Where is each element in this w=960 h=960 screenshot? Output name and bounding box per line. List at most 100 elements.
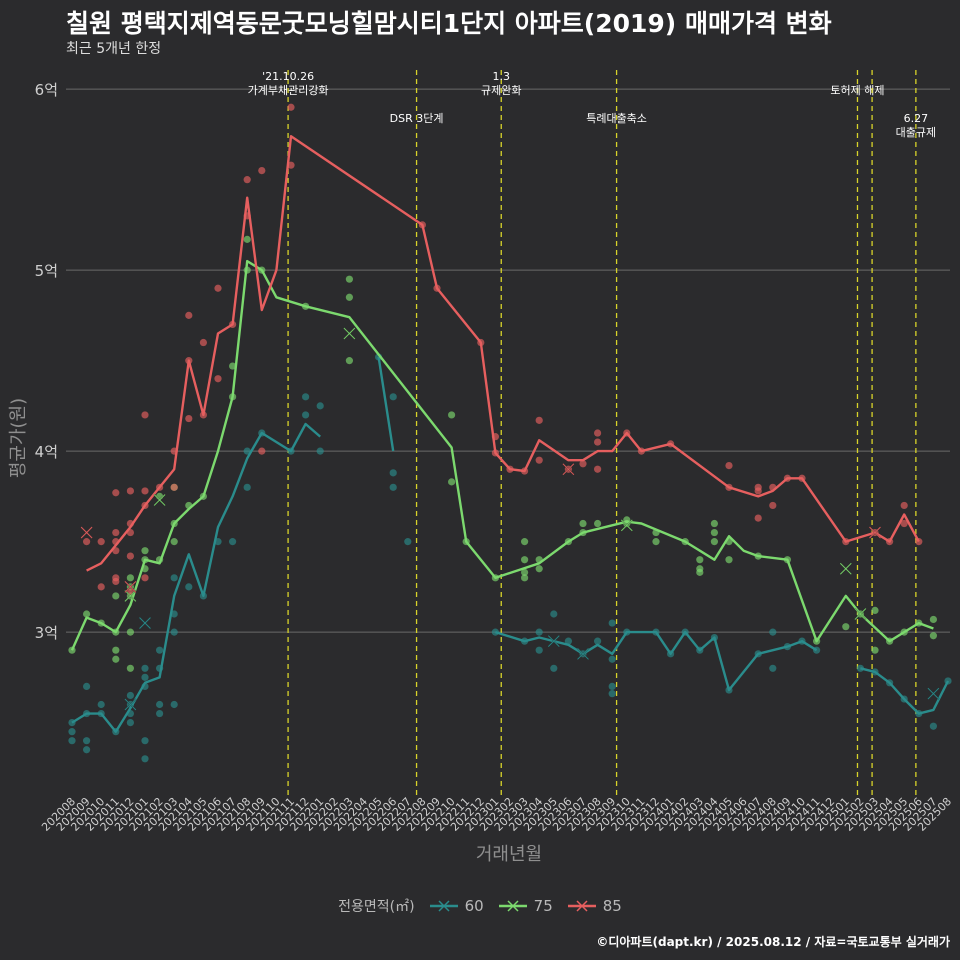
legend-swatch-75 xyxy=(498,900,527,912)
data-point-60 xyxy=(126,691,134,700)
x-axis-label: 거래년월 xyxy=(476,844,542,865)
data-point-75 xyxy=(83,610,91,618)
data-point-60 xyxy=(229,538,237,546)
data-point-60 xyxy=(170,628,178,636)
cross-marker-75 xyxy=(124,589,137,602)
cross-stroke xyxy=(343,327,356,340)
data-point-75 xyxy=(579,519,587,528)
data-point-85 xyxy=(83,538,91,546)
event-label: 1.3 규제완화 xyxy=(481,70,521,97)
series-line-60 xyxy=(860,667,950,715)
cross-stroke xyxy=(927,687,940,700)
data-point-85 xyxy=(126,552,134,560)
data-point-85 xyxy=(97,583,105,591)
data-point-60 xyxy=(156,700,164,709)
data-point-85 xyxy=(141,487,149,495)
data-point-85 xyxy=(725,462,733,470)
data-point-60 xyxy=(564,637,573,645)
x-tick-labels: 2020082020092020102020112020122021012021… xyxy=(39,795,954,834)
data-point-75 xyxy=(710,519,719,528)
data-point-75 xyxy=(710,538,719,546)
data-point-60 xyxy=(156,709,164,718)
cross-marker-75 xyxy=(620,519,633,532)
data-point-85 xyxy=(214,284,222,292)
event-label: DSR 3단계 xyxy=(390,112,444,125)
scatter-points xyxy=(68,103,952,763)
data-point-60 xyxy=(97,700,105,709)
cross-marker-85 xyxy=(80,526,93,539)
y-tick-label: 3억 xyxy=(35,624,58,642)
data-point-60 xyxy=(608,690,616,698)
cross-stroke xyxy=(577,647,589,660)
cross-marker-60 xyxy=(577,647,589,660)
chart-title: 칠원 평택지제역동문굿모닝힐맘시티1단지 아파트(2019) 매매가격 변화 xyxy=(66,9,832,38)
series-line-75 xyxy=(70,259,934,651)
data-point-60 xyxy=(550,664,558,672)
data-point-60 xyxy=(389,393,397,401)
data-point-85 xyxy=(126,487,134,495)
legend-label-85: 85 xyxy=(602,897,622,915)
data-point-75 xyxy=(521,574,529,582)
data-point-85 xyxy=(258,166,266,175)
data-point-75 xyxy=(126,628,134,636)
data-point-85 xyxy=(579,460,587,468)
data-point-75 xyxy=(126,664,134,672)
data-point-75 xyxy=(521,538,529,546)
cross-marker-60 xyxy=(124,698,137,711)
data-point-60 xyxy=(550,610,558,618)
cross-marker-75 xyxy=(854,608,867,621)
cross-stroke xyxy=(124,580,137,593)
event-label: 6.27 대출규제 xyxy=(896,112,936,139)
data-point-60 xyxy=(170,574,178,582)
cross-stroke xyxy=(124,698,137,711)
series-line-60 xyxy=(495,630,818,692)
cross-stroke xyxy=(80,526,93,539)
data-point-60 xyxy=(316,402,324,410)
data-point-60 xyxy=(929,722,938,730)
data-point-85 xyxy=(170,483,178,491)
data-point-60 xyxy=(83,737,91,745)
data-point-60 xyxy=(535,646,543,654)
cross-marker-60 xyxy=(547,635,560,648)
series-line-60 xyxy=(71,422,321,733)
data-point-60 xyxy=(68,728,76,736)
data-point-60 xyxy=(83,682,91,691)
data-point-85 xyxy=(594,429,602,437)
data-point-60 xyxy=(316,447,324,455)
data-point-85 xyxy=(900,519,908,528)
data-point-60 xyxy=(769,664,777,672)
cross-marker-85 xyxy=(869,526,881,539)
data-point-75 xyxy=(652,538,660,546)
data-point-60 xyxy=(302,411,310,419)
data-point-85 xyxy=(535,456,543,464)
cross-marker-60 xyxy=(927,687,940,700)
cross-stroke xyxy=(562,463,575,476)
data-point-60 xyxy=(170,700,178,709)
cross-marker-60 xyxy=(139,617,151,630)
data-point-60 xyxy=(156,646,164,654)
data-point-60 xyxy=(389,483,397,491)
data-point-75 xyxy=(594,519,602,528)
y-tick-labels: 3억 4억 5억 6억 xyxy=(35,81,58,642)
data-point-75 xyxy=(521,568,529,576)
data-point-75 xyxy=(345,357,353,365)
data-point-85 xyxy=(141,574,149,582)
data-point-85 xyxy=(199,338,207,347)
cross-marker-75 xyxy=(839,562,852,575)
data-point-60 xyxy=(608,655,616,663)
data-point-75 xyxy=(126,574,134,582)
data-point-75 xyxy=(112,592,120,600)
legend-title: 전용면적(㎡) xyxy=(338,899,415,915)
data-point-75 xyxy=(229,362,237,370)
data-point-75 xyxy=(842,623,850,631)
data-point-85 xyxy=(141,411,149,419)
cross-stroke xyxy=(839,562,852,575)
data-point-60 xyxy=(243,483,251,491)
data-point-75 xyxy=(929,632,938,640)
data-point-60 xyxy=(594,637,602,645)
data-point-75 xyxy=(243,235,251,243)
source-caption: ©디아파트(dapt.kr) / 2025.08.12 / 자료=국토교통부 실… xyxy=(596,935,950,949)
cross-stroke xyxy=(869,526,881,539)
